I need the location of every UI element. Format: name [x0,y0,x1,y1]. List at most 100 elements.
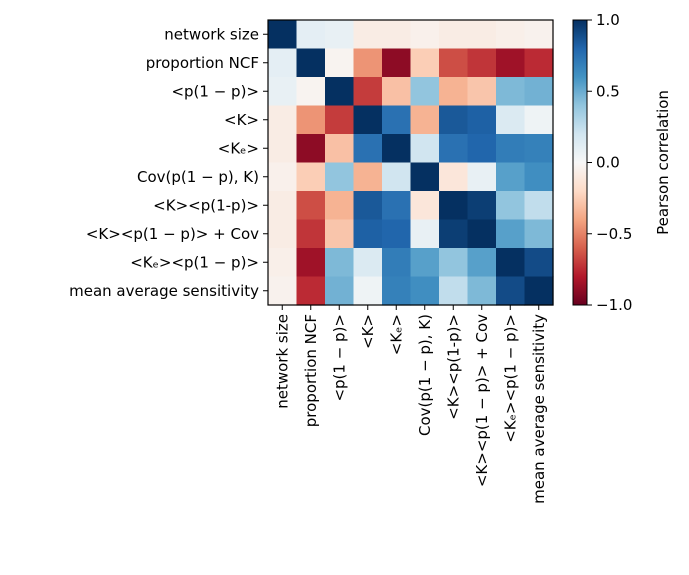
heatmap-cell-r8-c4 [382,248,412,278]
heatmap-cell-r4-c1 [296,134,326,164]
heatmap-cells [268,20,554,306]
y-tick-label: Cov(p(1 − p), K) [137,168,259,186]
x-tick-label: <Kₑ><p(1 − p)> [501,314,519,443]
y-tick-label: <K> [224,111,259,129]
heatmap-cell-r8-c1 [296,248,326,278]
y-tick-label: <K><p(1 − p)> + Cov [86,225,259,243]
heatmap-cell-r1-c7 [467,48,497,78]
heatmap-cell-r0-c6 [439,20,469,50]
heatmap-cell-r9-c4 [382,276,412,306]
heatmap-cell-r1-c5 [410,48,440,78]
y-tick-label: mean average sensitivity [69,282,259,300]
x-tick-label: mean average sensitivity [530,314,548,504]
heatmap-cell-r9-c2 [325,276,355,306]
heatmap-cell-r3-c2 [325,105,355,135]
heatmap-cell-r5-c2 [325,162,355,192]
heatmap-cell-r4-c6 [439,134,469,164]
heatmap-cell-r2-c2 [325,77,355,107]
heatmap-cell-r9-c8 [496,276,526,306]
heatmap-cell-r7-c1 [296,219,326,249]
heatmap-frame [267,19,554,306]
colorbar [572,19,588,306]
heatmap-cell-r6-c5 [410,191,440,221]
heatmap-cell-r8-c0 [268,248,298,278]
x-tick-label: proportion NCF [302,314,320,427]
heatmap-cell-r0-c4 [382,20,412,50]
heatmap-cell-r6-c6 [439,191,469,221]
heatmap-cell-r8-c6 [439,248,469,278]
heatmap-cell-r3-c9 [524,105,554,135]
heatmap-cell-r5-c4 [382,162,412,192]
heatmap-cell-r6-c1 [296,191,326,221]
y-tick-label: network size [164,25,259,43]
heatmap-cell-r9-c0 [268,276,298,306]
heatmap-cell-r4-c5 [410,134,440,164]
heatmap-cell-r4-c2 [325,134,355,164]
x-axis-ticks: network size proportion NCF <p(1 − p)> <K> <… [273,305,548,504]
y-tick-label: <p(1 − p)> [171,82,259,100]
x-tick-label: <Kₑ> [387,314,405,355]
heatmap-cell-r7-c3 [353,219,383,249]
x-tick-label: <K><p(1-p)> [444,314,462,420]
heatmap-cell-r2-c7 [467,77,497,107]
colorbar-label: Pearson correlation [654,90,672,235]
heatmap-cell-r0-c9 [524,20,554,50]
heatmap-cell-r5-c3 [353,162,383,192]
colorbar-tick-label: 0.0 [596,154,620,172]
heatmap-cell-r1-c9 [524,48,554,78]
y-tick-label: <K><p(1-p)> [153,196,259,214]
heatmap-cell-r5-c9 [524,162,554,192]
heatmap-cell-r4-c8 [496,134,526,164]
heatmap-cell-r2-c6 [439,77,469,107]
heatmap-cell-r7-c2 [325,219,355,249]
x-tick-label: Cov(p(1 − p), K) [416,314,434,436]
heatmap-cell-r5-c7 [467,162,497,192]
heatmap-cell-r8-c5 [410,248,440,278]
heatmap-cell-r5-c6 [439,162,469,192]
heatmap-cell-r7-c7 [467,219,497,249]
colorbar-tick-label: 0.5 [596,82,620,100]
heatmap-cell-r7-c0 [268,219,298,249]
heatmap-cell-r0-c8 [496,20,526,50]
heatmap-cell-r3-c1 [296,105,326,135]
heatmap-cell-r4-c9 [524,134,554,164]
heatmap-cell-r0-c3 [353,20,383,50]
heatmap-cell-r5-c8 [496,162,526,192]
heatmap-cell-r7-c5 [410,219,440,249]
heatmap-cell-r6-c2 [325,191,355,221]
heatmap-cell-r2-c5 [410,77,440,107]
heatmap-cell-r9-c7 [467,276,497,306]
heatmap-cell-r2-c8 [496,77,526,107]
heatmap-cell-r5-c5 [410,162,440,192]
heatmap-cell-r1-c0 [268,48,298,78]
heatmap-cell-r2-c4 [382,77,412,107]
heatmap-cell-r4-c3 [353,134,383,164]
heatmap-cell-r0-c1 [296,20,326,50]
heatmap-cell-r9-c6 [439,276,469,306]
x-tick-label: <p(1 − p)> [330,314,348,402]
heatmap-cell-r8-c7 [467,248,497,278]
heatmap-cell-r0-c0 [268,20,298,50]
x-tick-label: network size [273,314,291,409]
heatmap-cell-r2-c1 [296,77,326,107]
heatmap-cell-r3-c0 [268,105,298,135]
heatmap-cell-r8-c2 [325,248,355,278]
heatmap-cell-r6-c7 [467,191,497,221]
heatmap-cell-r1-c3 [353,48,383,78]
heatmap-cell-r1-c8 [496,48,526,78]
heatmap-cell-r0-c7 [467,20,497,50]
heatmap-cell-r4-c4 [382,134,412,164]
heatmap-cell-r2-c3 [353,77,383,107]
heatmap-cell-r8-c9 [524,248,554,278]
heatmap-cell-r7-c4 [382,219,412,249]
heatmap-cell-r6-c0 [268,191,298,221]
heatmap-cell-r9-c5 [410,276,440,306]
heatmap-cell-r6-c4 [382,191,412,221]
heatmap-cell-r8-c8 [496,248,526,278]
heatmap-cell-r7-c8 [496,219,526,249]
colorbar-tick-label: −1.0 [596,296,632,314]
heatmap-cell-r7-c6 [439,219,469,249]
heatmap-cell-r1-c4 [382,48,412,78]
